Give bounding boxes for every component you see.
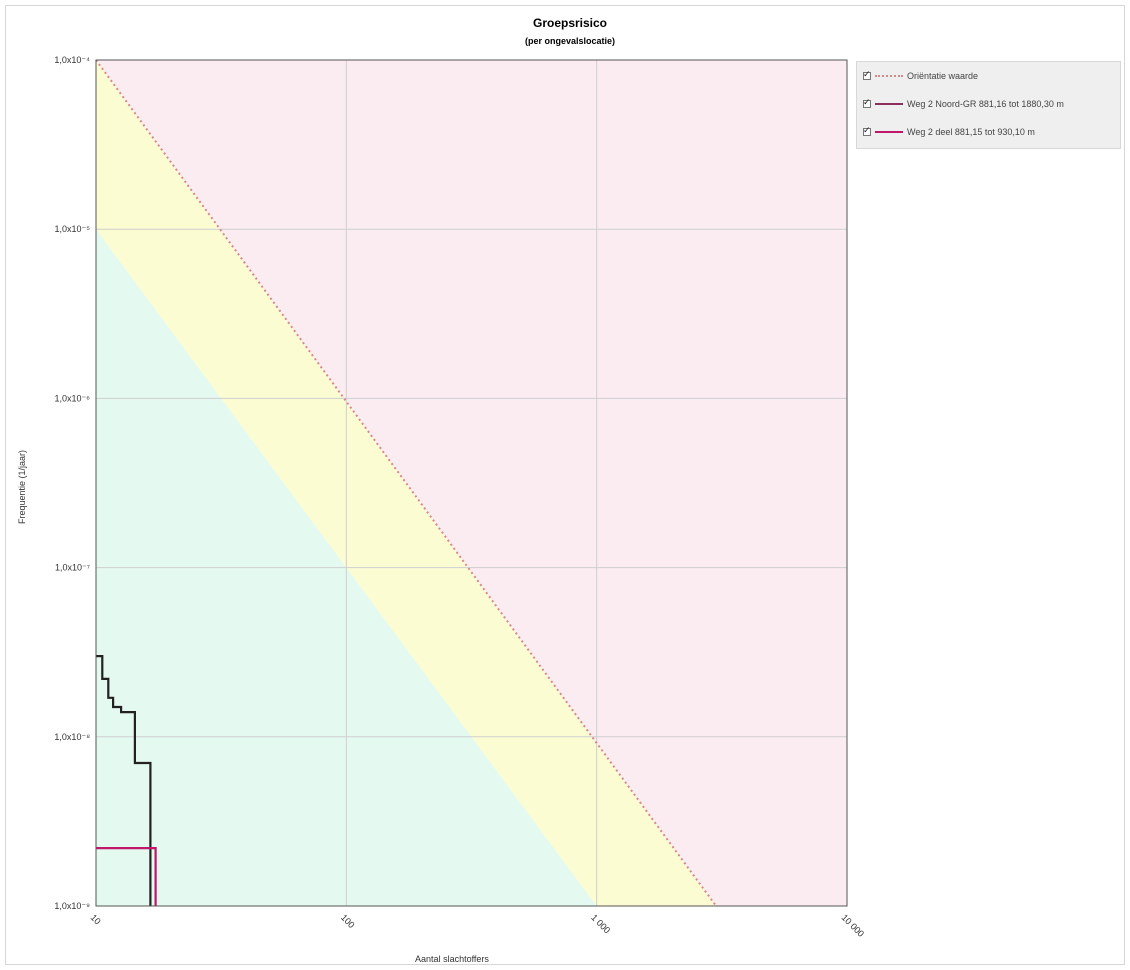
legend-item-orientation[interactable]: Oriëntatie waarde (863, 67, 978, 85)
solid-line-icon (875, 103, 903, 105)
y-tick-label: 1,0x10⁻⁸ (54, 732, 90, 742)
series-lines (95, 59, 717, 907)
x-tick-label: 10 000 (840, 912, 867, 939)
legend-item-weg2-deel[interactable]: Weg 2 deel 881,15 tot 930,10 m (863, 123, 1035, 141)
x-axis-label: Aantal slachtoffers (415, 954, 489, 964)
series-line-1 (96, 654, 152, 906)
y-tick-labels: 1,0x10⁻⁴ 1,0x10⁻⁵ 1,0x10⁻⁶ 1,0x10⁻⁷ 1,0x10⁻⁸… (54, 55, 90, 911)
legend-label: Weg 2 Noord-GR 881,16 tot 1880,30 m (907, 99, 1064, 109)
chart-title: Groepsrisico (533, 16, 607, 30)
y-tick-label: 1,0x10⁻⁹ (54, 901, 90, 911)
y-tick-label: 1,0x10⁻⁶ (55, 393, 91, 403)
x-tick-label: 1 000 (589, 912, 612, 935)
dotted-line-icon (875, 75, 903, 77)
chart-frame (5, 5, 1125, 965)
plot-border (95, 59, 848, 907)
checkbox-icon[interactable] (863, 125, 871, 136)
y-tick-label: 1,0x10⁻⁷ (55, 563, 90, 573)
legend-label: Oriëntatie waarde (907, 71, 979, 81)
checkbox-icon[interactable] (863, 69, 871, 80)
chart-subtitle: (per ongevalslocatie) (525, 36, 615, 46)
risk-zones (96, 60, 847, 906)
legend: Oriëntatie waarde Weg 2 Noord-GR 881,16 … (856, 61, 1121, 149)
x-tick-label: 100 (339, 912, 357, 930)
x-tick-labels: 10 100 1 000 10 000 (89, 912, 867, 939)
y-axis-label: Frequentie (1/jaar) (17, 450, 27, 524)
zone-pink (96, 60, 847, 906)
y-tick-label: 1,0x10⁻⁴ (54, 55, 90, 65)
legend-label: Weg 2 deel 881,15 tot 930,10 m (907, 127, 1035, 137)
x-tick-label: 10 (89, 912, 103, 926)
y-tick-label: 1,0x10⁻⁵ (54, 224, 90, 234)
checkbox-icon[interactable] (863, 97, 871, 108)
solid-line-icon (875, 131, 903, 133)
legend-item-weg2-noord[interactable]: Weg 2 Noord-GR 881,16 tot 1880,30 m (863, 95, 1064, 113)
series-line-2 (96, 846, 157, 906)
